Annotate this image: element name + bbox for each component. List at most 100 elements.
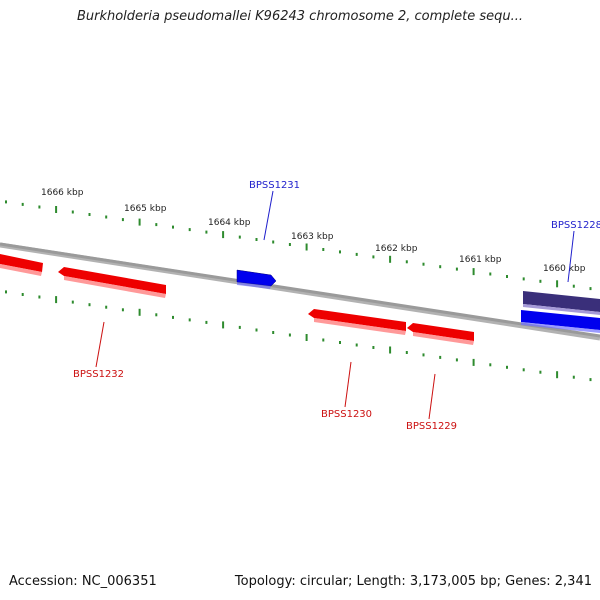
scale-label-1664: 1664 kbp <box>208 218 251 228</box>
upper-tick-4 <box>71 210 74 214</box>
lower-tick-32 <box>539 370 542 374</box>
upper-tick-14 <box>238 235 241 239</box>
gene-BPSS1227[interactable] <box>521 310 600 333</box>
scale-label-1661: 1661 kbp <box>459 255 502 265</box>
upper-tick-10 <box>172 225 174 229</box>
lower-tick-35 <box>589 378 592 382</box>
upper-tick-12 <box>205 230 208 234</box>
upper-tick-1 <box>21 202 24 206</box>
label-leader-lines <box>95 190 575 420</box>
lower-tick-3 <box>55 296 58 304</box>
gene-label-BPSS1230[interactable]: BPSS1230 <box>321 409 372 420</box>
lower-tick-25 <box>422 353 425 357</box>
gene-label-BPSS1229[interactable]: BPSS1229 <box>406 421 457 432</box>
upper-tick-18 <box>305 243 308 251</box>
gene-BPSS1232[interactable] <box>58 267 166 298</box>
upper-tick-31 <box>522 277 525 281</box>
upper-tick-26 <box>439 265 442 269</box>
scale-label-1663: 1663 kbp <box>291 232 334 242</box>
scale-label-1662: 1662 kbp <box>375 244 418 254</box>
upper-tick-32 <box>539 279 542 283</box>
upper-tick-15 <box>255 238 258 241</box>
lower-tick-19 <box>322 338 325 342</box>
upper-tick-34 <box>572 284 575 288</box>
upper-tick-30 <box>506 275 508 278</box>
lower-tick-11 <box>188 318 191 322</box>
upper-tick-33 <box>556 280 559 288</box>
upper-tick-19 <box>322 248 325 251</box>
upper-tick-13 <box>222 231 225 239</box>
lower-tick-0 <box>5 290 7 294</box>
lower-tick-33 <box>556 371 559 379</box>
gene-BPSS1230[interactable] <box>308 309 406 335</box>
gene-label-BPSS1232[interactable]: BPSS1232 <box>73 369 124 380</box>
lower-tick-6 <box>105 305 108 309</box>
lower-tick-21 <box>355 343 358 347</box>
upper-tick-9 <box>155 223 158 227</box>
gene-BPSS1229[interactable] <box>407 323 474 345</box>
lower-tick-8 <box>138 308 141 316</box>
lower-tick-26 <box>439 355 442 359</box>
upper-tick-20 <box>339 250 341 254</box>
chromosome-backbone <box>0 242 600 338</box>
lower-tick-16 <box>272 331 275 334</box>
upper-tick-7 <box>121 218 124 222</box>
scale-labels: 1666 kbp 1665 kbp 1664 kbp 1663 kbp 1662… <box>41 188 586 274</box>
upper-tick-5 <box>88 213 91 216</box>
lower-tick-20 <box>339 341 341 344</box>
gene-BPSS1231[interactable] <box>236 269 277 289</box>
lower-tick-28 <box>472 358 475 366</box>
upper-tick-0 <box>5 200 7 204</box>
lower-tick-10 <box>172 315 174 319</box>
scale-label-1660: 1660 kbp <box>543 264 586 274</box>
lower-tick-7 <box>121 308 124 312</box>
upper-tick-2 <box>38 205 41 209</box>
map-title: Burkholderia pseudomallei K96243 chromos… <box>76 9 524 24</box>
lower-tick-15 <box>255 328 258 332</box>
upper-tick-6 <box>105 215 108 219</box>
lower-tick-5 <box>88 303 91 307</box>
gene-BPSS1228[interactable] <box>523 291 600 315</box>
upper-tick-23 <box>389 255 392 263</box>
lower-tick-24 <box>405 351 408 354</box>
lower-tick-30 <box>506 365 508 369</box>
upper-tick-22 <box>372 255 375 259</box>
lower-tick-2 <box>38 295 41 299</box>
gene-label-BPSS1231[interactable]: BPSS1231 <box>249 180 300 191</box>
upper-tick-16 <box>272 240 275 244</box>
lower-tick-22 <box>372 346 375 349</box>
lower-tick-17 <box>288 333 291 337</box>
scale-ticks-lower <box>5 290 592 382</box>
upper-tick-3 <box>55 206 58 213</box>
scale-label-1666: 1666 kbp <box>41 188 84 198</box>
leader-BPSS1229 <box>428 373 436 420</box>
leader-BPSS1231 <box>263 190 274 241</box>
upper-tick-28 <box>472 268 475 276</box>
lower-tick-4 <box>71 300 74 304</box>
upper-tick-29 <box>489 272 492 276</box>
lower-tick-29 <box>489 363 492 367</box>
genome-stats-text: Topology: circular; Length: 3,173,005 bp… <box>234 574 592 589</box>
leader-BPSS1232 <box>95 321 105 368</box>
lower-tick-31 <box>522 368 525 372</box>
upper-tick-25 <box>422 262 425 266</box>
scale-label-1665: 1665 kbp <box>124 204 167 214</box>
lower-tick-18 <box>305 334 308 341</box>
gene-BPSS1233[interactable] <box>0 254 43 276</box>
gene-label-BPSS1228[interactable]: BPSS1228 <box>551 220 600 231</box>
upper-tick-21 <box>355 252 358 256</box>
lower-tick-27 <box>455 358 458 362</box>
lower-tick-1 <box>21 293 24 296</box>
upper-tick-8 <box>138 218 141 226</box>
upper-tick-27 <box>455 267 458 271</box>
lower-tick-14 <box>238 325 241 329</box>
lower-tick-34 <box>572 375 575 379</box>
lower-tick-9 <box>155 313 158 317</box>
lower-tick-23 <box>389 346 392 354</box>
upper-tick-24 <box>405 260 408 264</box>
upper-tick-17 <box>288 243 291 246</box>
upper-tick-11 <box>188 228 191 232</box>
leader-BPSS1230 <box>344 361 352 408</box>
lower-tick-13 <box>222 321 225 329</box>
